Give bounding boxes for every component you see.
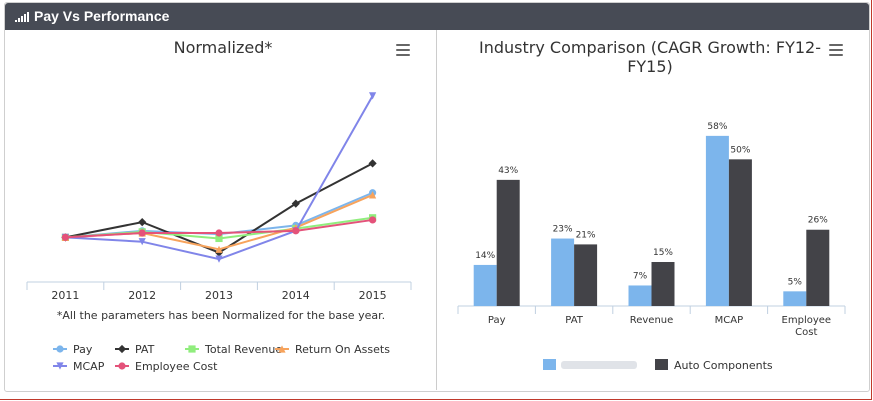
bar-revenue-series-2 [651,262,675,306]
x-tick-label-2012: 2012 [128,289,156,302]
bar-chart-title-line-2: FY15) [627,57,673,76]
pay-vs-performance-panel: Pay Vs Performance Normalized* 2011 2012 2… [4,2,870,392]
x-tick-label-2014: 2014 [282,289,310,302]
data-label-employee-cost-series-1: 5% [788,277,803,287]
x-tick-label-revenue: Revenue [630,315,674,326]
industry-comparison-chart: Industry Comparison (CAGR Growth: FY12- … [437,30,869,390]
bar-chart-title-line-1: Industry Comparison (CAGR Growth: FY12- [479,38,821,57]
data-label-revenue-series-1: 7% [633,271,648,281]
bar-chart-menu-icon[interactable] [829,44,843,56]
legend-label: Return On Assets [295,343,390,356]
x-tick-label-2015: 2015 [359,289,387,302]
bar-pay-series-1 [473,264,497,306]
legend-marker [118,362,126,370]
industry-comparison-chart-svg: Industry Comparison (CAGR Growth: FY12- … [457,38,846,372]
legend-marker [56,345,64,353]
data-point-mcap-2012 [138,238,146,246]
data-point-employee-cost-2011 [61,233,69,241]
legend-item-mcap: MCAP [53,360,105,373]
x-tick-label-2011: 2011 [51,289,79,302]
legend-marker [278,345,286,353]
data-point-employee-cost-2014 [292,227,300,235]
x-tick-label-mcap: MCAP [715,315,743,326]
bar-pay-series-2 [496,179,520,306]
data-label-mcap-series-1: 58% [707,122,727,132]
data-point-employee-cost-2013 [215,229,223,237]
legend-item-pat: PAT [115,343,155,356]
legend-item-return-on-assets: Return On Assets [275,343,390,356]
legend-label: PAT [135,343,155,356]
panel-title: Pay Vs Performance [34,8,170,24]
data-label-pat-series-2: 21% [576,230,596,240]
data-label-employee-cost-series-2: 26% [808,216,828,226]
signal-bars-icon [15,12,29,22]
bar-pat-series-2 [574,244,598,306]
x-tick-label-pat: PAT [565,315,583,326]
legend-label: MCAP [73,360,105,373]
panel-divider [436,30,437,390]
legend-label: Employee Cost [135,360,218,373]
data-point-pat-2015 [368,159,377,168]
bar-pat-series-1 [551,238,575,306]
data-point-mcap-2013 [215,255,223,263]
data-point-employee-cost-2012 [138,229,146,237]
legend-marker [188,345,196,353]
bar-mcap-series-1 [705,135,729,306]
data-point-total-revenue-2013 [215,234,223,243]
data-point-mcap-2015 [369,92,377,100]
x-tick-label-employee-cost-line-2: Cost [795,327,817,338]
data-label-pay-series-2: 43% [498,166,518,176]
legend-label: Auto Components [674,359,773,372]
legend-label: Pay [73,343,93,356]
data-label-revenue-series-2: 15% [653,248,673,258]
line-chart-title: Normalized* [174,38,273,57]
data-point-return-on-assets-2015 [369,191,377,199]
normalized-chart: Normalized* 2011 2012 2013 2014 2015 *All th… [5,30,436,390]
legend-marker [56,362,64,370]
panel-header: Pay Vs Performance [5,3,869,30]
legend-item-auto-components: Auto Components [655,359,773,372]
legend-label: Total Revenue [204,343,282,356]
bar-employee-cost-series-1 [783,291,807,306]
data-point-pat-2014 [291,199,300,208]
data-label-pay-series-1: 14% [475,251,495,261]
data-label-pat-series-1: 23% [553,225,573,235]
line-chart-menu-icon[interactable] [396,44,410,56]
data-point-return-on-assets-2013 [215,245,223,253]
legend-swatch [543,359,556,370]
bar-employee-cost-series-2 [806,229,830,306]
x-tick-label-pay: Pay [488,315,506,326]
normalized-chart-svg: Normalized* 2011 2012 2013 2014 2015 *All th… [26,38,412,373]
x-tick-label-2013: 2013 [205,289,233,302]
legend-item-total-revenue: Total Revenue [185,343,282,356]
legend-marker [117,344,127,354]
legend-item-pay: Pay [53,343,93,356]
legend-item-employee-cost: Employee Cost [115,360,218,373]
data-label-mcap-series-2: 50% [730,145,750,155]
legend-swatch [655,359,668,370]
data-point-employee-cost-2015 [369,216,377,224]
bar-mcap-series-2 [728,159,752,306]
data-point-pat-2012 [138,218,147,227]
bar-revenue-series-1 [628,285,652,306]
normalization-note: *All the parameters has been Normalized … [57,309,385,322]
x-tick-label-employee-cost-line-1: Employee [782,315,832,326]
legend-item-company [543,359,637,370]
legend-label-redacted [561,361,637,369]
